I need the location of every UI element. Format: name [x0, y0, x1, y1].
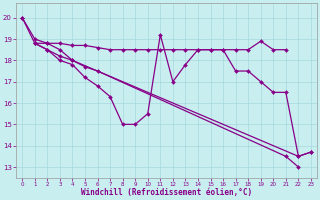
X-axis label: Windchill (Refroidissement éolien,°C): Windchill (Refroidissement éolien,°C): [81, 188, 252, 197]
